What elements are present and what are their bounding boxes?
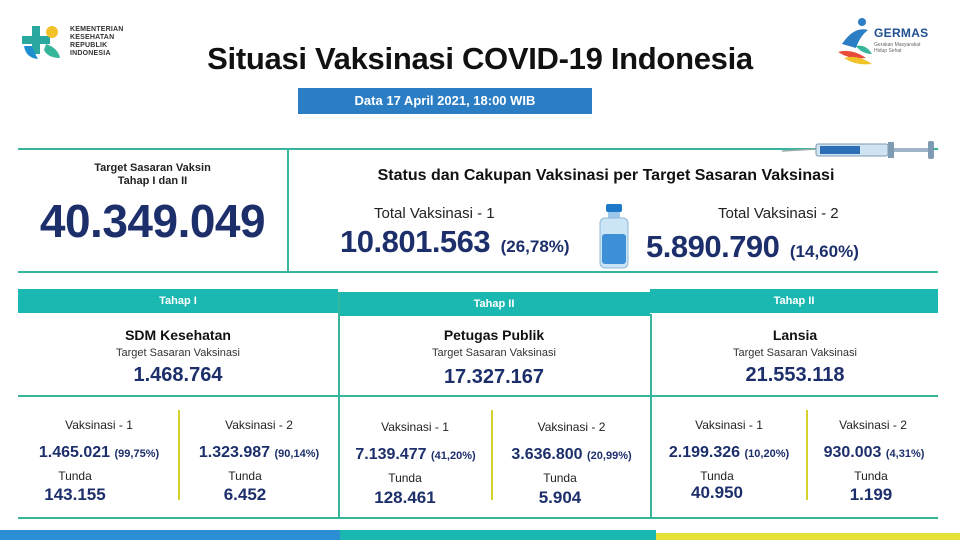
dose1-total-pct: (26,78%) (500, 237, 570, 256)
v2-tunda-sdm: 6.452 (223, 485, 267, 504)
summary-vertical-divider (287, 150, 289, 271)
date-badge: Data 17 April 2021, 18:00 WIB (298, 88, 592, 114)
v2-pct-sdm: (90,14%) (274, 448, 320, 460)
category-target-lansia: 21.553.118 (745, 364, 845, 386)
kemenkes-logo-icon (22, 26, 60, 59)
v1-tunda-lansia: 40.950 (691, 483, 743, 502)
v2-label-petugas: Vaksinasi - 2 (537, 420, 606, 434)
v2-tunda-lansia: 1.199 (849, 485, 893, 504)
dose2-total-value: 5.890.790 (646, 229, 780, 264)
panel-bottom-divider (18, 517, 938, 519)
v1-number-lansia: 2.199.326 (668, 444, 741, 461)
org-line: REPUBLIK (70, 42, 108, 49)
v2-value-petugas: 3.636.800 (20,99%) (493, 446, 650, 464)
v2-tunda-label-lansia: Tunda (854, 469, 888, 483)
v1-pct-lansia: (10,20%) (744, 448, 790, 460)
v2-pct-lansia: (4,31%) (885, 448, 925, 460)
phase-bar-sdm: Tahap I (18, 289, 338, 313)
v1-number-petugas: 7.139.477 (355, 446, 427, 463)
panel-divider-2 (650, 314, 652, 518)
target-caption-line: Tahap I dan II (117, 175, 188, 187)
v1-tunda-label-sdm: Tunda (58, 469, 92, 483)
v2-label-lansia: Vaksinasi - 2 (839, 418, 907, 432)
org-line: KESEHATAN (70, 34, 115, 41)
germas-tagline: Gerakan Masyarakat Hidup Sehat (874, 42, 920, 54)
v1-value-sdm: 1.465.021 (99,75%) (18, 444, 180, 462)
v2-tunda-label-sdm: Tunda (228, 469, 262, 483)
category-name-lansia: Lansia (772, 327, 818, 343)
v2-number-lansia: 930.003 (823, 444, 882, 461)
dose2-total-label: Total Vaksinasi - 2 (718, 205, 839, 222)
germas-name: GERMAS (874, 26, 929, 40)
target-total-value: 40.349.049 (39, 195, 266, 247)
v1-value-petugas: 7.139.477 (41,20%) (340, 446, 491, 464)
page-title: Situasi Vaksinasi COVID-19 Indonesia (207, 41, 753, 76)
dose1-total: 10.801.563 (26,78%) (340, 224, 570, 260)
v2-value-sdm: 1.323.987 (90,14%) (180, 444, 338, 462)
v1-pct-sdm: (99,75%) (114, 448, 160, 460)
v1-value-lansia: 2.199.326 (10,20%) (652, 444, 806, 462)
target-caption: Target Sasaran Vaksin Tahap I dan II (20, 162, 285, 188)
phase-bar-lansia: Tahap II (650, 289, 938, 313)
v1-tunda-label-petugas: Tunda (388, 471, 422, 485)
summary-bottom-divider (18, 271, 938, 273)
v1-label-lansia: Vaksinasi - 1 (695, 418, 763, 432)
kemenkes-org-name: KEMENTERIAN KESEHATAN REPUBLIK INDONESIA (70, 26, 124, 58)
germas-logo-icon (838, 18, 872, 65)
footer-stripe-yellow (656, 533, 960, 540)
category-target-sdm: 1.468.764 (133, 364, 223, 386)
footer-stripe-teal (340, 530, 656, 540)
v2-value-lansia: 930.003 (4,31%) (808, 444, 940, 462)
v2-tunda-label-petugas: Tunda (543, 471, 577, 485)
footer-stripe-blue (0, 530, 340, 540)
v1-label-sdm: Vaksinasi - 1 (65, 418, 133, 432)
v1-label-petugas: Vaksinasi - 1 (381, 420, 449, 434)
category-target-label-sdm: Target Sasaran Vaksinasi (116, 347, 240, 359)
dose-divider-sdm (178, 410, 180, 500)
v2-number-petugas: 3.636.800 (511, 446, 583, 463)
phase-bar-petugas: Tahap II (338, 292, 650, 316)
summary-top-divider (18, 148, 938, 150)
panel-divider-1 (338, 292, 340, 518)
org-line: KEMENTERIAN (70, 26, 124, 33)
v1-number-sdm: 1.465.021 (38, 444, 111, 461)
dose1-total-value: 10.801.563 (340, 224, 491, 259)
org-line: INDONESIA (70, 50, 111, 57)
vaccine-bottle-icon (599, 204, 629, 269)
germas-tagline-line: Hidup Sehat (874, 48, 902, 54)
status-title: Status dan Cakupan Vaksinasi per Target … (377, 167, 835, 184)
dose2-total-pct: (14,60%) (789, 242, 859, 261)
panel-mid-divider (18, 395, 938, 397)
category-name-petugas: Petugas Publik (443, 327, 545, 343)
germas-tagline-line: Gerakan Masyarakat (874, 42, 921, 48)
v2-pct-petugas: (20,99%) (587, 450, 632, 462)
v2-number-sdm: 1.323.987 (198, 444, 271, 461)
v2-tunda-petugas: 5.904 (538, 488, 582, 507)
dose-divider-petugas (491, 410, 493, 500)
v2-label-sdm: Vaksinasi - 2 (225, 418, 293, 432)
dose-divider-lansia (806, 410, 808, 500)
dose2-total: 5.890.790 (14,60%) (646, 229, 859, 265)
syringe-icon (781, 141, 934, 159)
v1-pct-petugas: (41,20%) (431, 450, 476, 462)
target-caption-line: Target Sasaran Vaksin (94, 162, 211, 174)
category-name-sdm: SDM Kesehatan (125, 327, 231, 343)
category-target-petugas: 17.327.167 (443, 366, 545, 388)
dose1-total-label: Total Vaksinasi - 1 (374, 205, 495, 222)
category-target-label-petugas: Target Sasaran Vaksinasi (432, 347, 556, 359)
category-target-label-lansia: Target Sasaran Vaksinasi (733, 347, 857, 359)
v1-tunda-label-lansia: Tunda (700, 469, 734, 483)
v1-tunda-sdm: 143.155 (44, 485, 106, 504)
v1-tunda-petugas: 128.461 (374, 488, 436, 507)
